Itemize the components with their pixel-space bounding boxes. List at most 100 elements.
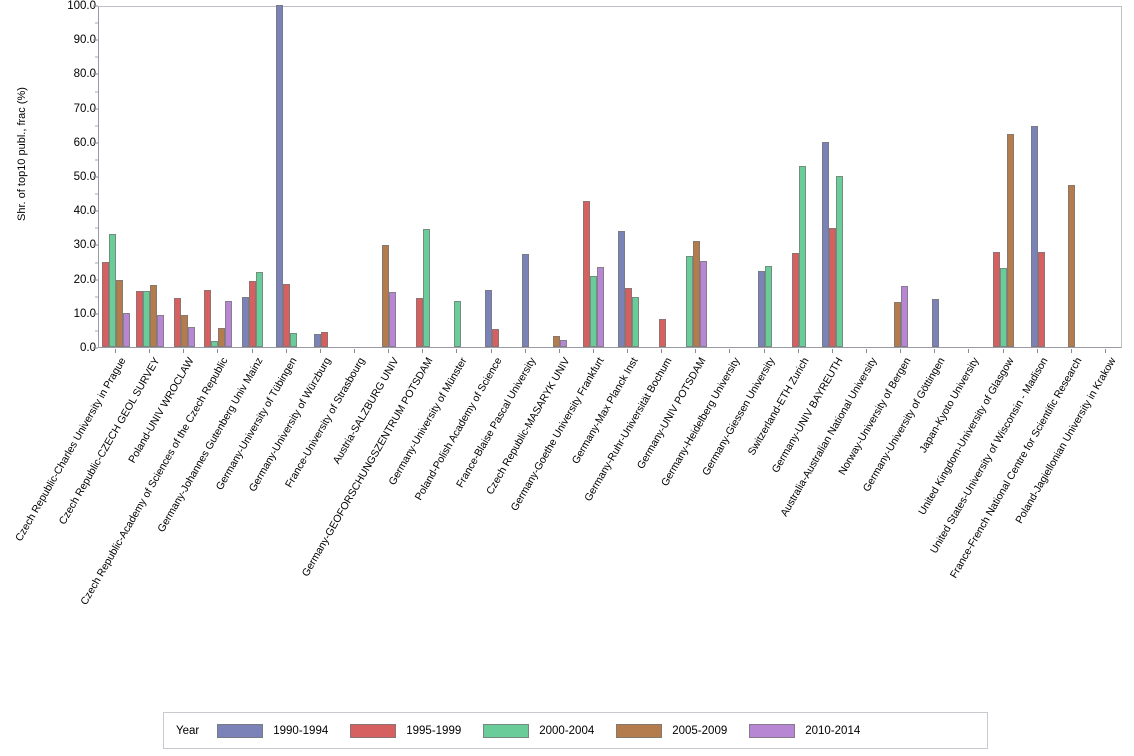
bar [631,297,639,347]
bar [484,289,492,347]
x-tick-label: Poland-UNIV WROCLAW [126,355,197,466]
bar [901,286,909,347]
legend-label: 2000-2004 [539,724,595,737]
y-tick-mark [93,5,98,7]
y-tick-label: 90.0 [73,34,96,47]
x-tick-mark [831,349,833,353]
legend-color-swatch [483,723,530,738]
bar [931,299,939,347]
legend-color-swatch [217,723,264,738]
x-tick-mark [217,349,219,353]
bar [658,318,666,347]
y-tick-mark [93,210,98,212]
bar [276,5,284,347]
bar [249,281,257,347]
x-tick-mark [422,349,424,353]
bar [157,315,165,347]
bar [685,256,693,347]
x-tick-mark [285,349,287,353]
bar [1068,185,1076,347]
legend-label: 2005-2009 [672,724,728,737]
y-tick-mark [93,108,98,110]
x-tick-label: France-French National Centre for Scient… [947,355,1085,581]
x-tick-mark [934,349,936,353]
x-tick-mark [1070,349,1072,353]
bar [173,298,181,347]
bar [290,333,298,347]
y-tick-label: 60.0 [73,136,96,149]
bar [283,284,291,347]
x-tick-mark [1036,349,1038,353]
y-tick-label: 100.0 [67,0,96,12]
bar [225,300,233,347]
legend-color-swatch [350,723,397,738]
legend-entry[interactable]: 2005-2009 [616,723,728,738]
x-tick-mark [627,349,629,353]
legend-color-swatch [749,723,796,738]
x-tick-mark [490,349,492,353]
y-tick-minor-mark [95,91,98,92]
x-tick-label: Austria-SALZBURG UNIV [330,355,402,467]
x-tick-mark [729,349,731,353]
x-tick-mark [319,349,321,353]
y-tick-label: 80.0 [73,68,96,81]
bar [150,285,158,347]
bar [389,291,397,347]
y-tick-minor-mark [95,227,98,229]
legend-entry[interactable]: 2000-2004 [483,723,595,738]
bar [102,261,110,347]
bar [1000,267,1008,347]
y-tick-label: 40.0 [73,205,96,218]
bar [764,265,772,347]
x-tick-mark [183,349,185,353]
x-tick-mark [524,349,526,353]
bar [590,275,598,347]
x-tick-mark [1002,349,1004,353]
y-tick-mark [93,279,98,281]
y-tick-minor-mark [95,125,98,127]
y-tick-minor-mark [95,330,98,332]
y-tick-minor-mark [95,22,98,24]
bar [218,328,226,347]
legend-entries: 1990-1994 1995-1999 2000-2004 2005-2009 2010… [217,723,882,738]
x-tick-mark [1104,349,1106,353]
y-tick-mark [93,176,98,178]
bar [256,272,264,347]
x-tick-mark [866,349,867,353]
y-tick-label: 50.0 [73,171,96,183]
plot-area [98,5,1122,348]
x-tick-label: Switzerland-ETH Zurich [745,355,812,458]
x-tick-mark [695,349,697,353]
bar [791,252,799,347]
legend: Year 1990-1994 1995-1999 2000-2004 2005-200… [163,712,988,749]
bar [423,229,431,347]
x-tick-mark [115,349,117,353]
bar [552,336,560,347]
legend-label: 1990-1994 [273,724,329,737]
bar [624,287,632,347]
bar [522,253,530,347]
legend-entry[interactable]: 1995-1999 [350,723,461,738]
bar [180,314,188,347]
legend-entry[interactable]: 1990-1994 [217,723,329,738]
y-tick-minor-mark [95,193,98,195]
bar [136,291,144,347]
y-tick-mark [93,313,98,315]
y-tick-label: 0.0 [80,342,96,354]
bar [1007,133,1015,347]
bar [699,261,707,347]
y-tick-mark [93,73,98,75]
bar [692,241,700,347]
bar [211,340,219,347]
x-tick-mark [251,349,253,353]
x-tick-mark [592,349,594,353]
y-tick-mark [93,347,98,349]
y-tick-mark [93,142,98,144]
bar [559,339,567,347]
bar [1037,251,1045,347]
bar [187,327,195,347]
bar [894,302,902,347]
bar [313,333,321,347]
legend-entry[interactable]: 2010-2014 [749,723,860,738]
